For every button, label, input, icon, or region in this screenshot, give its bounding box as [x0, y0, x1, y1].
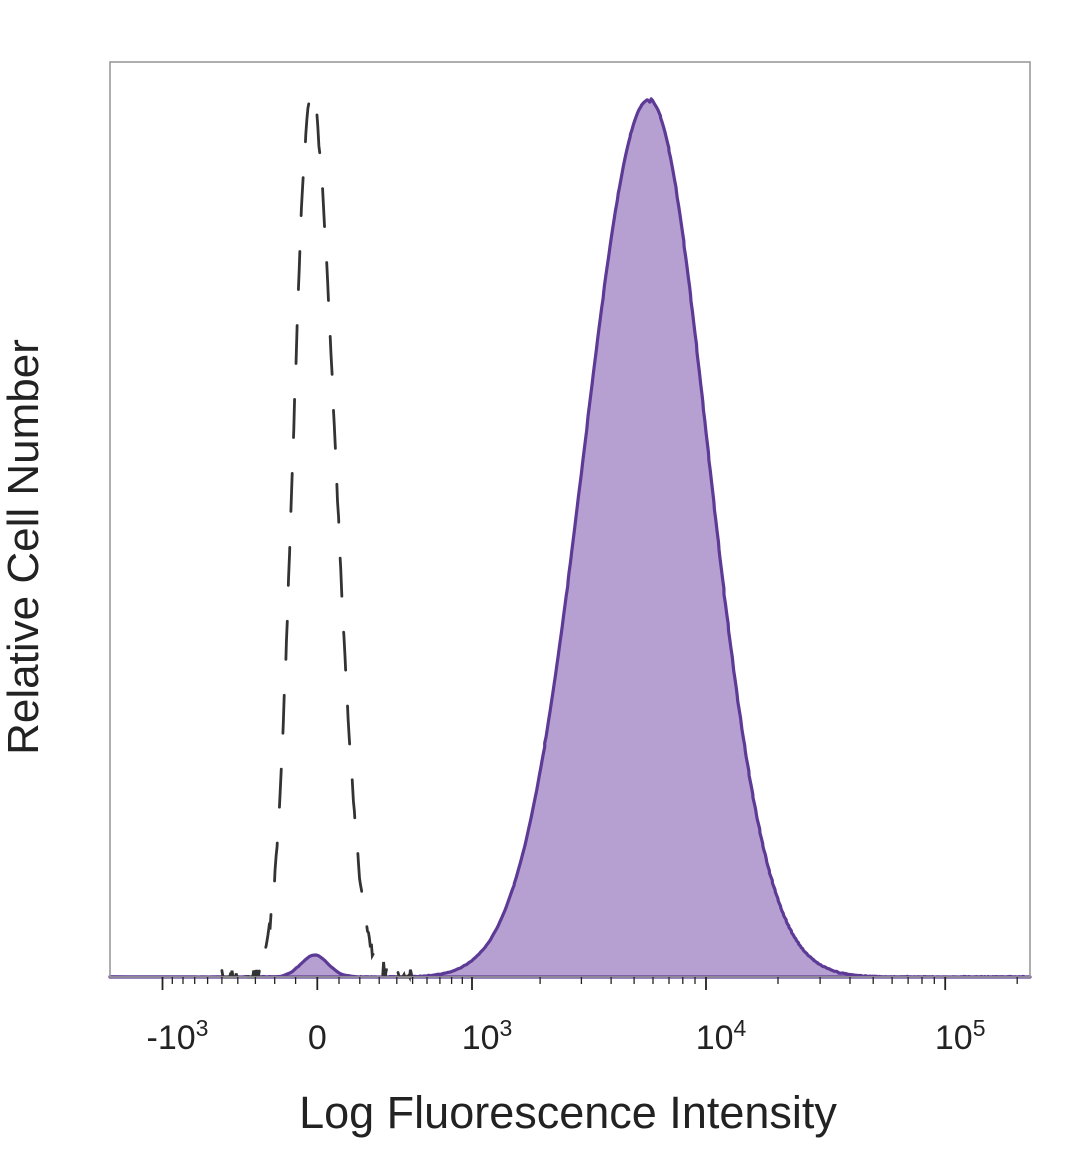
svg-text:105: 105	[935, 1015, 986, 1057]
svg-text:104: 104	[696, 1015, 747, 1057]
svg-text:103: 103	[462, 1015, 513, 1057]
svg-text:Relative Cell Number: Relative Cell Number	[0, 339, 48, 755]
svg-text:-103: -103	[147, 1015, 209, 1057]
svg-text:0: 0	[308, 1019, 327, 1057]
svg-text:Log Fluorescence Intensity: Log Fluorescence Intensity	[299, 1087, 837, 1138]
